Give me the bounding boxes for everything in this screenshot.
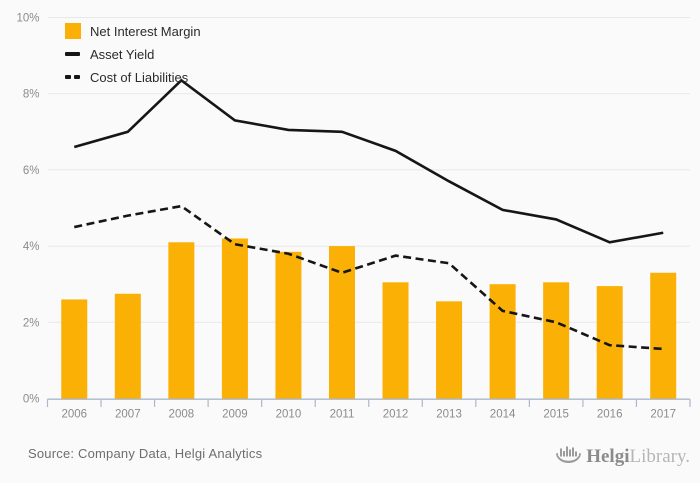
y-tick-label-10%: 10% — [16, 13, 39, 25]
bar-2017 — [650, 272, 677, 399]
chart-footer: Source: Company Data, Helgi Analytics He… — [0, 428, 700, 483]
chart-legend: Net Interest Margin Asset Yield Cost of Li… — [65, 23, 201, 85]
x-tick-label-2011: 2011 — [330, 409, 355, 421]
line-asset-yield — [73, 78, 664, 244]
legend-item-cost-of-liabilities: Cost of Liabilities — [65, 69, 201, 85]
chart-svg: 0% 2% 4% 6% 8% 10% 2006 2007 2008 2009 2010 2011 201… — [16, 13, 691, 421]
logo-text-helgi: Helgi — [586, 446, 630, 467]
bar-2007 — [114, 293, 141, 399]
x-tick-label-2016: 2016 — [597, 409, 623, 421]
y-tick-label-2%: 2% — [23, 317, 40, 329]
x-tick-label-2010: 2010 — [276, 409, 302, 421]
bar-2011 — [328, 246, 355, 399]
bar-2015 — [543, 282, 570, 399]
x-tick-label-2015: 2015 — [543, 409, 569, 421]
x-tick-label-2006: 2006 — [61, 409, 87, 421]
source-caption: Source: Company Data, Helgi Analytics — [28, 446, 263, 461]
y-tick-label-6%: 6% — [23, 165, 40, 177]
x-tick-label-2008: 2008 — [169, 409, 195, 421]
x-tick-label-2012: 2012 — [383, 409, 409, 421]
bar-2012 — [382, 282, 409, 399]
legend-label-asset-yield: Asset Yield — [90, 46, 155, 62]
legend-swatch-dash-icon — [65, 69, 81, 85]
x-tick-label-2014: 2014 — [490, 409, 516, 421]
legend-item-net-interest-margin: Net Interest Margin — [65, 23, 201, 39]
logo-text-library: Library. — [629, 446, 691, 467]
y-tick-label-0%: 0% — [23, 394, 40, 406]
x-tick-label-2007: 2007 — [115, 409, 141, 421]
bar-2016 — [596, 286, 623, 399]
legend-item-asset-yield: Asset Yield — [65, 46, 201, 62]
helgi-library-logo: HelgiLibrary. — [555, 441, 690, 466]
x-tick-label-2013: 2013 — [436, 409, 462, 421]
logo-text: HelgiLibrary. — [586, 447, 690, 466]
y-tick-label-8%: 8% — [23, 89, 40, 101]
legend-label-cost-of-liabilities: Cost of Liabilities — [90, 69, 189, 85]
y-tick-label-4%: 4% — [23, 241, 40, 253]
legend-swatch-square-icon — [65, 23, 81, 39]
legend-label-net-interest-margin: Net Interest Margin — [90, 23, 201, 39]
bar-2008 — [168, 242, 195, 399]
bar-2009 — [221, 238, 248, 399]
helgi-ship-logo-icon — [556, 446, 582, 463]
x-tick-label-2017: 2017 — [650, 409, 676, 421]
x-tick-label-2009: 2009 — [222, 409, 248, 421]
legend-swatch-line-icon — [65, 46, 81, 62]
nim-chart: 0% 2% 4% 6% 8% 10% 2006 2007 2008 2009 2010 2011 201… — [16, 13, 691, 421]
bar-2013 — [436, 301, 463, 399]
bar-2010 — [275, 251, 302, 399]
line-cost-of-liabilities — [73, 204, 664, 351]
bar-2006 — [61, 299, 88, 399]
